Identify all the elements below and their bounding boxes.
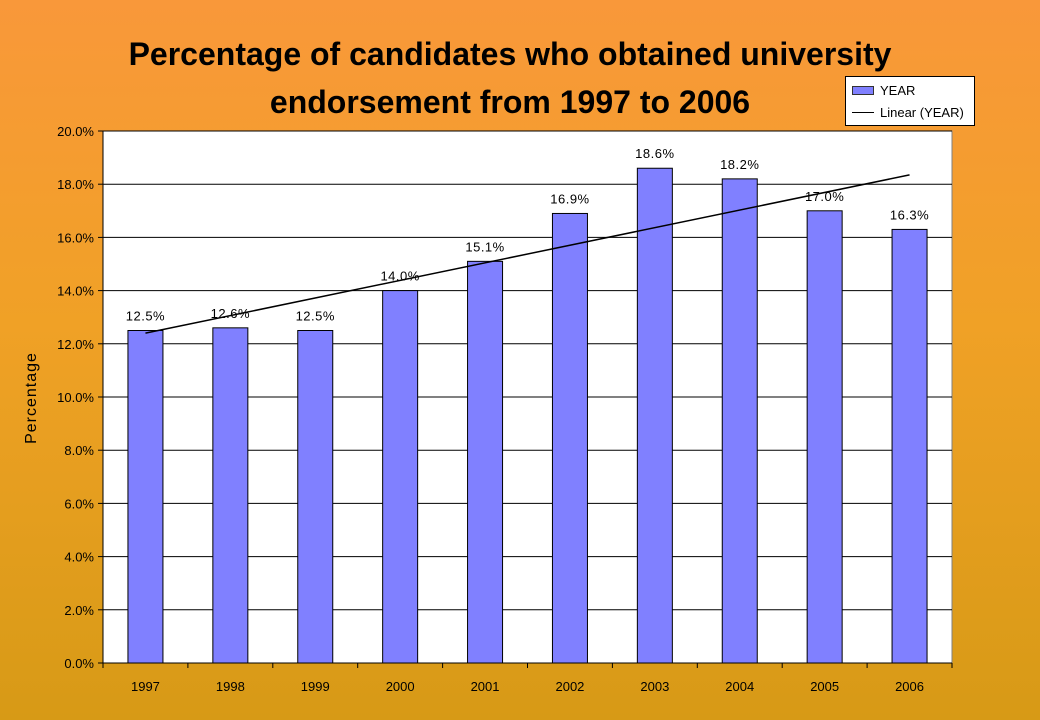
bar xyxy=(297,330,334,664)
x-tick-label: 2004 xyxy=(725,679,754,694)
x-tick-label: 2000 xyxy=(386,679,415,694)
legend: YEAR Linear (YEAR) xyxy=(845,76,975,126)
y-tick-label: 8.0% xyxy=(64,443,94,458)
x-tick-label: 2005 xyxy=(810,679,839,694)
legend-entry-trendline: Linear (YEAR) xyxy=(852,103,964,121)
trendline xyxy=(145,174,910,334)
y-tick-label: 20.0% xyxy=(57,124,94,139)
x-tick-label: 2006 xyxy=(895,679,924,694)
y-tick-label: 6.0% xyxy=(64,496,94,511)
bar-data-label: 14.0% xyxy=(380,269,419,284)
y-tick-label: 14.0% xyxy=(57,284,94,299)
y-axis-title: Percentage xyxy=(23,352,40,444)
bar-data-label: 16.3% xyxy=(890,207,929,222)
bar xyxy=(551,212,588,664)
x-tick-label: 2001 xyxy=(471,679,500,694)
bar xyxy=(382,290,419,664)
legend-label-trendline: Linear (YEAR) xyxy=(880,104,964,120)
y-tick-label: 10.0% xyxy=(57,390,94,405)
chart-title: Percentage of candidates who obtained un… xyxy=(128,36,892,120)
legend-entry-bars: YEAR xyxy=(852,81,915,99)
x-tick-label: 1997 xyxy=(131,679,160,694)
bar-data-label: 16.9% xyxy=(550,191,589,206)
bar-data-label: 12.5% xyxy=(126,309,165,324)
bar xyxy=(891,228,928,664)
x-tick-label: 1999 xyxy=(301,679,330,694)
bar xyxy=(127,330,164,664)
bar-data-label: 17.0% xyxy=(805,189,844,204)
legend-bar-swatch xyxy=(852,85,874,95)
bar xyxy=(721,178,758,664)
bar-data-label: 18.2% xyxy=(720,157,759,172)
bar xyxy=(636,167,673,664)
bar-data-label: 15.1% xyxy=(465,239,504,254)
x-tick-label: 2002 xyxy=(555,679,584,694)
x-tick-label: 1998 xyxy=(216,679,245,694)
legend-label-bars: YEAR xyxy=(880,82,916,98)
y-tick-label: 2.0% xyxy=(64,603,94,618)
legend-line-swatch xyxy=(852,111,874,113)
y-tick-label: 16.0% xyxy=(57,230,94,245)
bar xyxy=(467,260,504,664)
bar-data-label: 18.6% xyxy=(635,146,674,161)
bar xyxy=(806,210,843,664)
y-tick-label: 12.0% xyxy=(57,337,94,352)
y-tick-label: 4.0% xyxy=(64,550,94,565)
bar-data-label: 12.5% xyxy=(296,309,335,324)
x-tick-label: 2003 xyxy=(640,679,669,694)
y-tick-label: 0.0% xyxy=(64,656,94,671)
y-tick-label: 18.0% xyxy=(57,177,94,192)
bar xyxy=(212,327,249,664)
